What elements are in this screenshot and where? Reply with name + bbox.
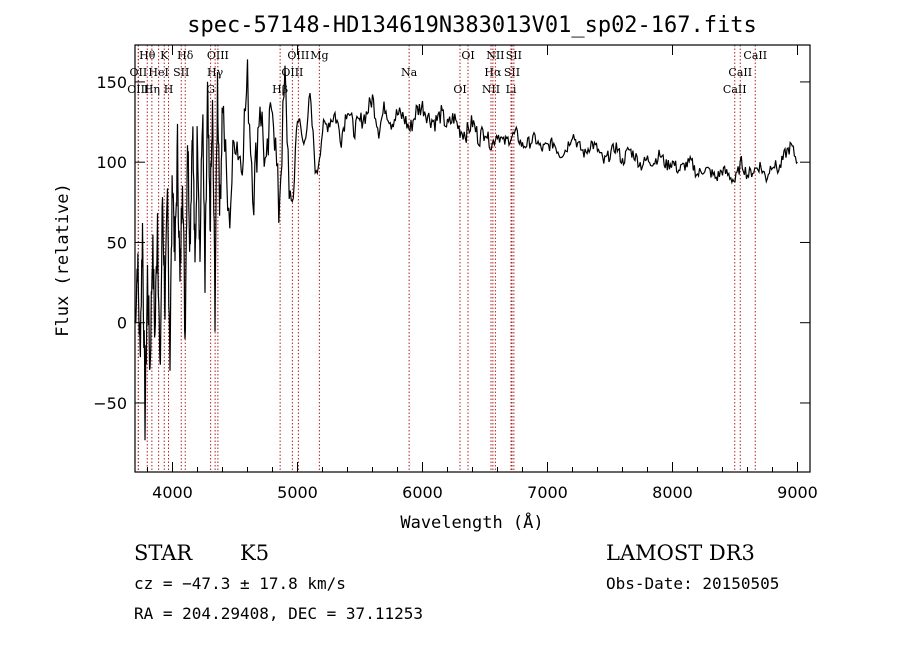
line-marker-label: NII <box>486 49 504 62</box>
y-tick-label: 50 <box>107 233 127 252</box>
line-marker-label: Hθ <box>139 49 156 62</box>
line-marker-label: SII <box>504 66 520 79</box>
line-marker-label: OIII <box>207 49 229 62</box>
line-marker-label: H <box>164 83 174 96</box>
line-marker-label: Hδ <box>177 49 194 62</box>
line-marker-label: OIII <box>287 49 309 62</box>
plot-area: HθOIIOIIIKHeIHηHδSIIHOIIIHγGOIIIOIIIHβMg… <box>93 44 818 502</box>
line-marker-label: OII <box>130 66 148 79</box>
line-marker-label: G <box>206 83 215 96</box>
y-tick-label: 100 <box>96 153 127 172</box>
spectrum-line <box>134 59 798 441</box>
line-marker-label: OIII <box>281 66 303 79</box>
line-marker-label: Hη <box>144 83 160 96</box>
y-tick-label: 0 <box>117 314 127 333</box>
y-tick-label: 150 <box>96 73 127 92</box>
line-marker-label: Hα <box>484 66 502 79</box>
line-marker-label: Li <box>506 83 517 96</box>
line-marker-label: HeI <box>148 66 168 79</box>
ra-dec: RA = 204.29408, DEC = 37.11253 <box>134 604 423 623</box>
line-marker-label: K <box>160 49 169 62</box>
line-marker-label: CaII <box>728 66 752 79</box>
line-marker-label: OIII <box>127 83 149 96</box>
redshift-cz: cz = −47.3 ± 17.8 km/s <box>134 574 346 593</box>
y-axis-label: Flux (relative) <box>53 183 73 337</box>
plot-frame <box>134 44 811 473</box>
survey-name: LAMOST DR3 <box>606 541 755 565</box>
x-tick-label: 7000 <box>527 483 568 502</box>
line-marker-label: CaII <box>743 49 767 62</box>
x-tick-label: 6000 <box>402 483 443 502</box>
line-marker-label: Hγ <box>207 66 224 79</box>
object-subclass: K5 <box>240 541 269 565</box>
line-marker-label: Mg <box>310 49 328 62</box>
x-axis-label: Wavelength (Å) <box>400 511 543 533</box>
line-marker-label: OI <box>453 83 466 96</box>
x-tick-label: 4000 <box>152 483 193 502</box>
x-tick-label: 5000 <box>277 483 318 502</box>
line-marker-label: Na <box>401 66 418 79</box>
object-class: STAR <box>134 541 193 565</box>
x-tick-label: 9000 <box>777 483 818 502</box>
chart-title: spec-57148-HD134619N383013V01_sp02-167.f… <box>187 13 757 38</box>
obs-date: Obs-Date: 20150505 <box>606 574 779 593</box>
line-marker-label: SII <box>173 66 189 79</box>
line-marker-label: OI <box>461 49 474 62</box>
line-marker-label: SII <box>506 49 522 62</box>
line-marker-label: CaII <box>723 83 747 96</box>
x-tick-label: 8000 <box>652 483 693 502</box>
line-marker-label: NII <box>482 83 500 96</box>
y-tick-label: −50 <box>93 394 127 413</box>
